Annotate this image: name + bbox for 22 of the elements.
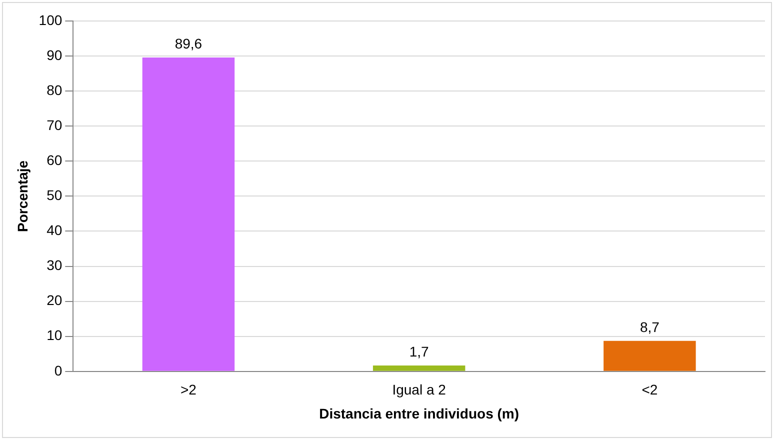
y-tick-label: 100 [38, 12, 62, 28]
y-tick-label: 80 [46, 82, 62, 98]
x-tick-label: >2 [180, 382, 197, 398]
data-label: 89,6 [174, 35, 202, 52]
y-tick-label: 60 [46, 152, 62, 168]
y-tick-label: 10 [46, 327, 62, 344]
y-tick-label: 70 [46, 116, 62, 133]
x-tick-label: <2 [642, 382, 658, 398]
y-axis-title: Porcentaje [14, 160, 30, 232]
y-tick-label: 20 [46, 292, 62, 308]
data-label: 8,7 [640, 318, 660, 335]
y-tick-label: 50 [46, 187, 62, 204]
y-tick-label: 90 [46, 46, 62, 63]
bar [142, 57, 235, 371]
x-tick-label: Igual a 2 [392, 382, 446, 398]
data-label: 1,7 [409, 343, 430, 360]
y-tick-label: 30 [46, 257, 62, 274]
x-axis-title: Distancia entre individuos (m) [319, 405, 520, 422]
bar [372, 365, 466, 371]
bar [604, 340, 696, 371]
y-tick-label: 0 [54, 362, 62, 378]
y-tick-label: 40 [46, 222, 62, 238]
